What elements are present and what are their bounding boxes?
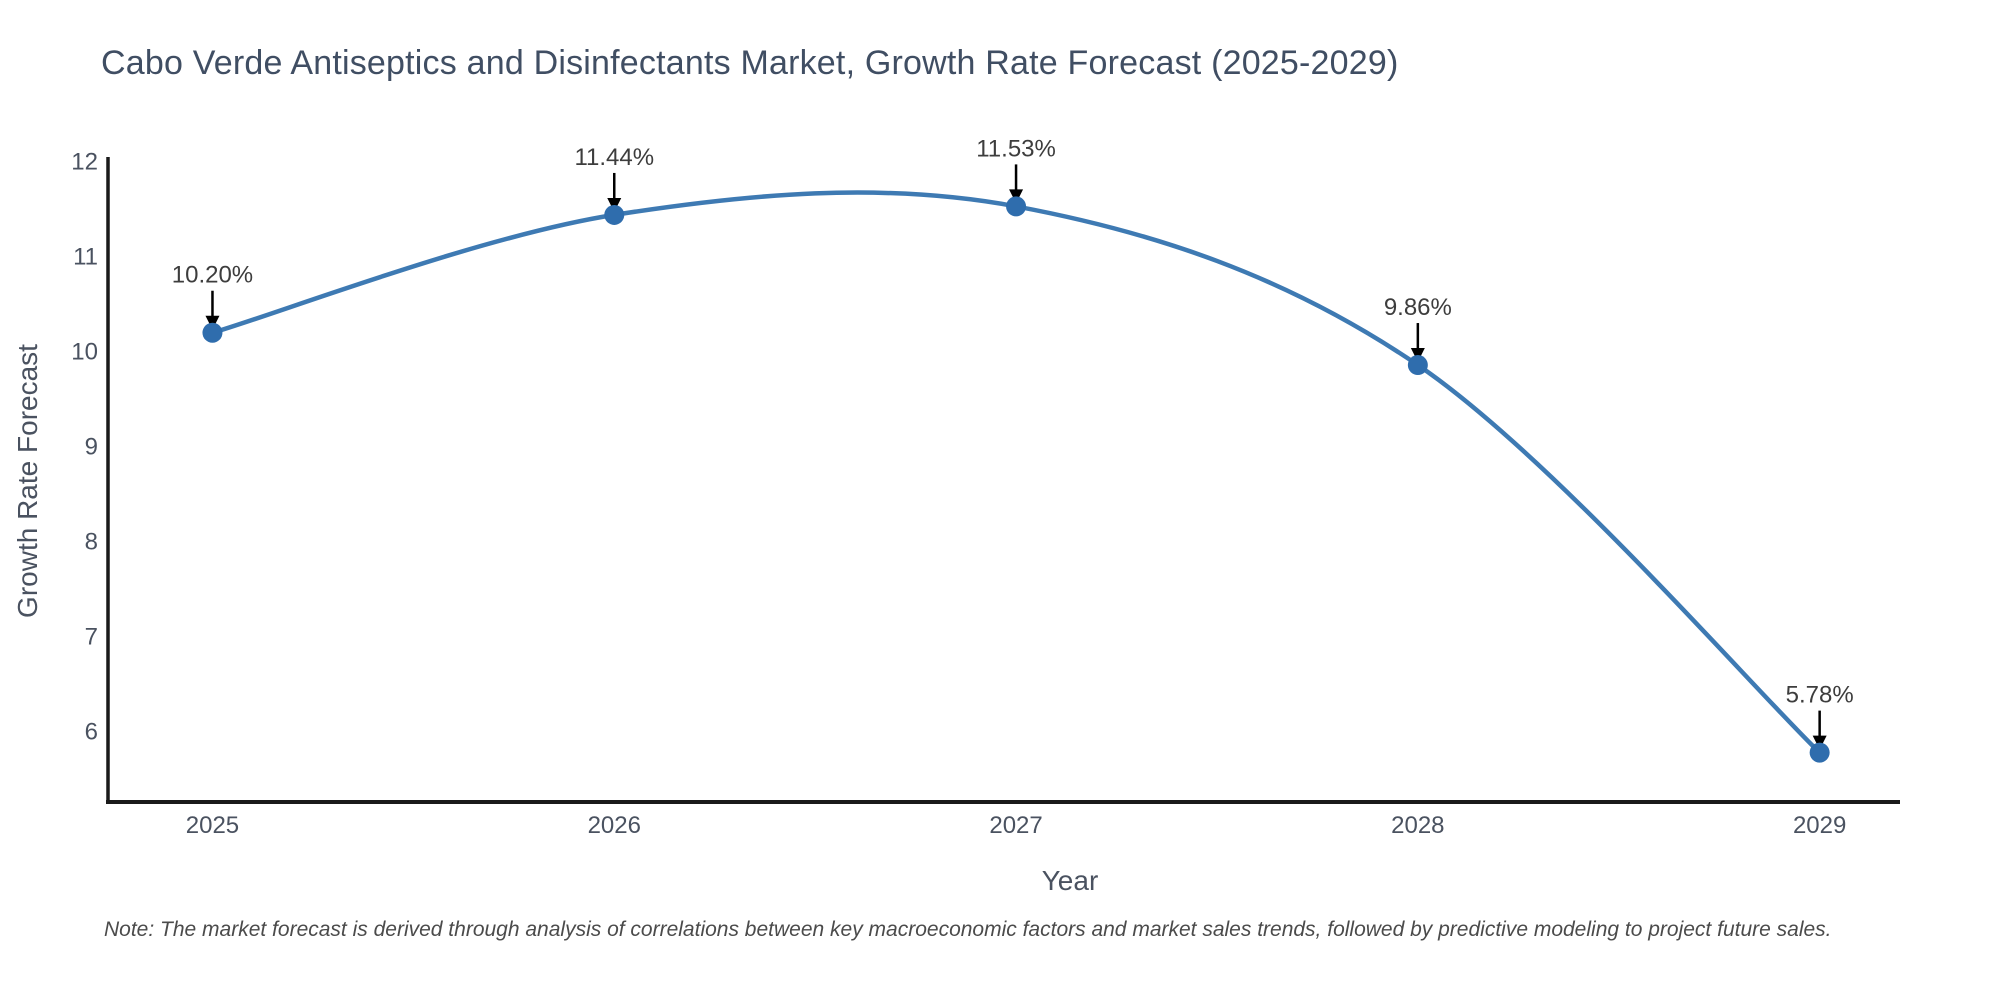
y-tick-label: 11 (73, 244, 98, 271)
x-tick-label: 2029 (1793, 812, 1846, 839)
annotation-label: 11.53% (976, 135, 1056, 162)
annotation-label: 5.78% (1786, 682, 1854, 709)
forecast-curve (210, 190, 1822, 755)
data-point-marker[interactable] (1407, 355, 1428, 376)
x-tick-label: 2027 (989, 812, 1042, 839)
data-point-marker[interactable] (202, 322, 223, 343)
data-point-marker[interactable] (1809, 742, 1830, 763)
y-tick-label: 8 (85, 529, 98, 556)
x-tick-label: 2028 (1391, 812, 1444, 839)
y-tick-label: 7 (85, 624, 98, 651)
x-axis-title: Year (1042, 865, 1099, 896)
chart-title: Cabo Verde Antiseptics and Disinfectants… (101, 44, 1399, 82)
chart-footnote: Note: The market forecast is derived thr… (104, 918, 1832, 941)
y-axis-title: Growth Rate Forecast (12, 344, 43, 618)
y-tick-label: 10 (71, 339, 98, 366)
data-point-marker[interactable] (1006, 196, 1027, 217)
annotation-label: 10.20% (172, 262, 253, 289)
x-tick-label: 2026 (588, 812, 641, 839)
annotation-label: 11.44% (574, 144, 654, 171)
data-point-marker[interactable] (604, 204, 625, 225)
y-tick-label: 9 (85, 434, 98, 461)
y-tick-label: 12 (71, 149, 98, 176)
annotation-label: 9.86% (1384, 294, 1452, 321)
x-tick-label: 2025 (186, 812, 239, 839)
y-tick-label: 6 (85, 719, 98, 746)
